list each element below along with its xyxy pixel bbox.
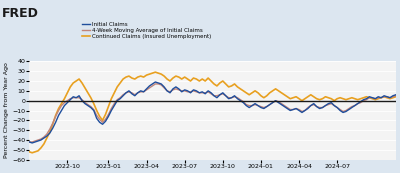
Y-axis label: Percent Change from Year Ago: Percent Change from Year Ago: [4, 63, 9, 158]
Text: FRED: FRED: [2, 7, 39, 20]
Legend: Initial Claims, 4-Week Moving Average of Initial Claims, Continued Claims (Insur: Initial Claims, 4-Week Moving Average of…: [80, 20, 214, 41]
